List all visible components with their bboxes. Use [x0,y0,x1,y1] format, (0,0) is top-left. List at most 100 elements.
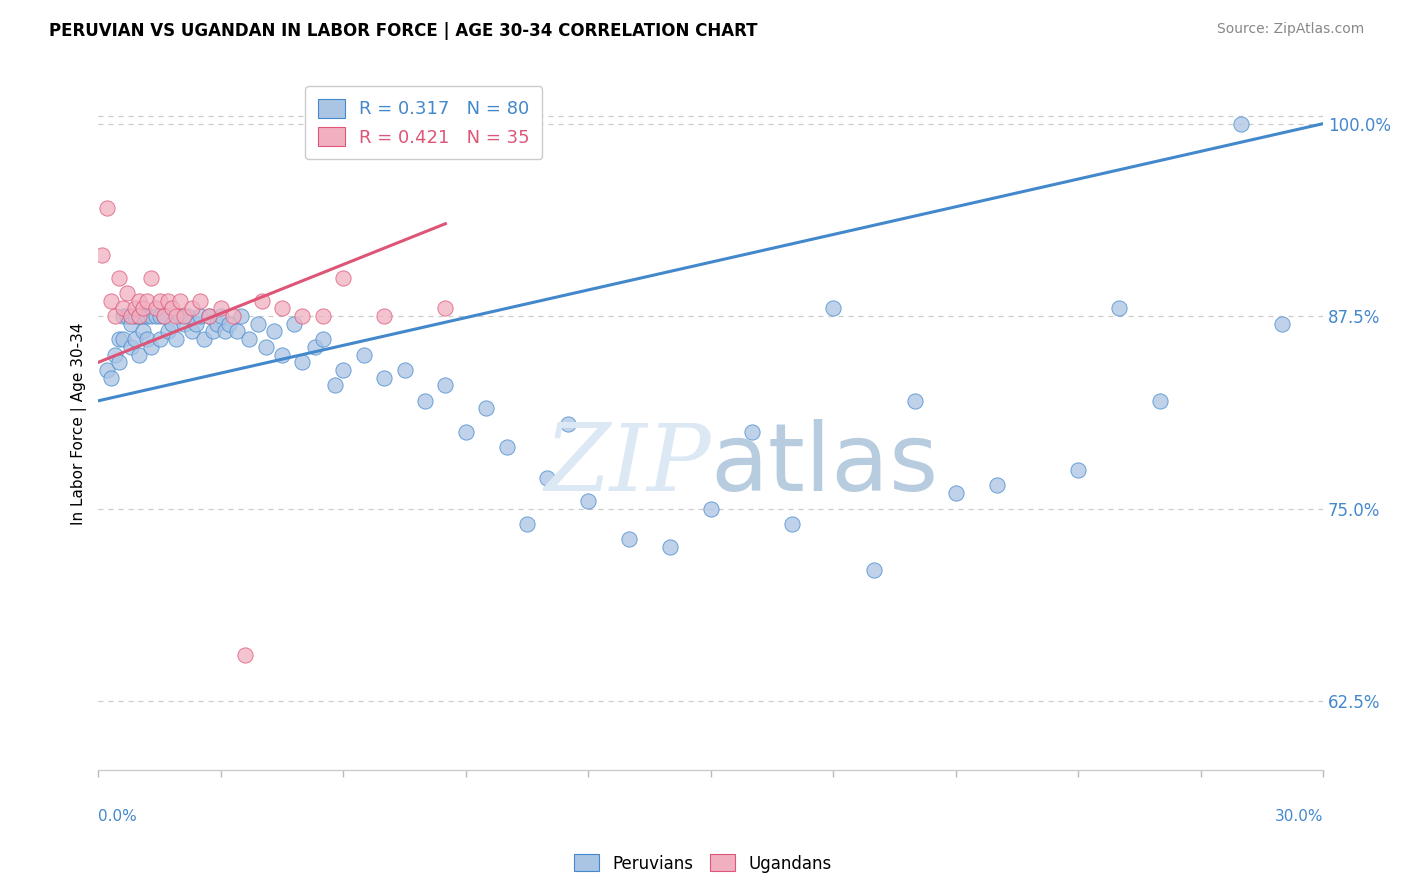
Point [250,293,273,308]
Point [145,301,167,316]
Point [128,293,150,308]
Point [104,348,127,362]
Point [165,309,187,323]
Point [160,317,183,331]
Point [201,325,224,339]
Point [156,325,179,339]
Point [193,332,215,346]
Point [120,340,142,354]
Point [475,401,498,416]
Point [136,309,159,323]
Point [181,325,204,339]
Point [1108,301,1130,316]
Point [152,309,174,323]
Point [238,332,260,346]
Point [231,309,253,323]
Point [149,293,172,308]
Text: Source: ZipAtlas.com: Source: ZipAtlas.com [1216,22,1364,37]
Text: 30.0%: 30.0% [1275,809,1323,824]
Point [394,363,416,377]
Point [132,325,155,339]
Point [700,501,723,516]
Legend: R = 0.317   N = 80, R = 0.421   N = 35: R = 0.317 N = 80, R = 0.421 N = 35 [305,87,543,160]
Point [181,301,204,316]
Point [312,332,335,346]
Point [353,348,375,362]
Point [373,370,395,384]
Point [986,478,1008,492]
Point [209,301,232,316]
Point [332,363,354,377]
Point [658,540,681,554]
Point [128,348,150,362]
Point [495,440,517,454]
Point [271,348,294,362]
Point [323,378,346,392]
Point [128,309,150,323]
Point [173,317,195,331]
Point [904,393,927,408]
Text: atlas: atlas [711,419,939,511]
Y-axis label: In Labor Force | Age 30-34: In Labor Force | Age 30-34 [72,323,87,525]
Point [246,317,269,331]
Point [233,648,256,662]
Point [111,301,134,316]
Point [332,270,354,285]
Point [115,285,138,300]
Point [156,293,179,308]
Point [536,471,558,485]
Point [111,332,134,346]
Point [111,309,134,323]
Point [557,417,579,431]
Text: 0.0%: 0.0% [98,809,138,824]
Point [124,301,146,316]
Point [141,270,163,285]
Text: ZIP: ZIP [544,420,711,510]
Point [214,325,236,339]
Point [218,317,240,331]
Point [283,317,305,331]
Point [254,340,277,354]
Point [165,332,187,346]
Point [149,309,172,323]
Point [741,425,763,439]
Point [454,425,477,439]
Point [304,340,326,354]
Point [516,516,538,531]
Point [169,293,191,308]
Point [145,309,167,323]
Point [1149,393,1171,408]
Legend: Peruvians, Ugandans: Peruvians, Ugandans [568,847,838,880]
Point [1271,317,1294,331]
Point [120,309,142,323]
Point [291,355,314,369]
Point [190,293,212,308]
Point [173,309,195,323]
Point [222,309,245,323]
Point [1067,463,1090,477]
Point [945,486,967,500]
Point [128,309,150,323]
Text: PERUVIAN VS UGANDAN IN LABOR FORCE | AGE 30-34 CORRELATION CHART: PERUVIAN VS UGANDAN IN LABOR FORCE | AGE… [49,22,758,40]
Point [177,309,200,323]
Point [107,270,129,285]
Point [617,533,640,547]
Point [863,563,886,577]
Point [312,309,335,323]
Point [107,332,129,346]
Point [576,494,599,508]
Point [169,309,191,323]
Point [209,309,232,323]
Point [226,325,249,339]
Point [823,301,845,316]
Point [100,293,122,308]
Point [141,309,163,323]
Point [263,325,285,339]
Point [1230,117,1253,131]
Point [115,309,138,323]
Point [186,317,208,331]
Point [96,363,118,377]
Point [124,309,146,323]
Point [91,247,114,261]
Point [136,293,159,308]
